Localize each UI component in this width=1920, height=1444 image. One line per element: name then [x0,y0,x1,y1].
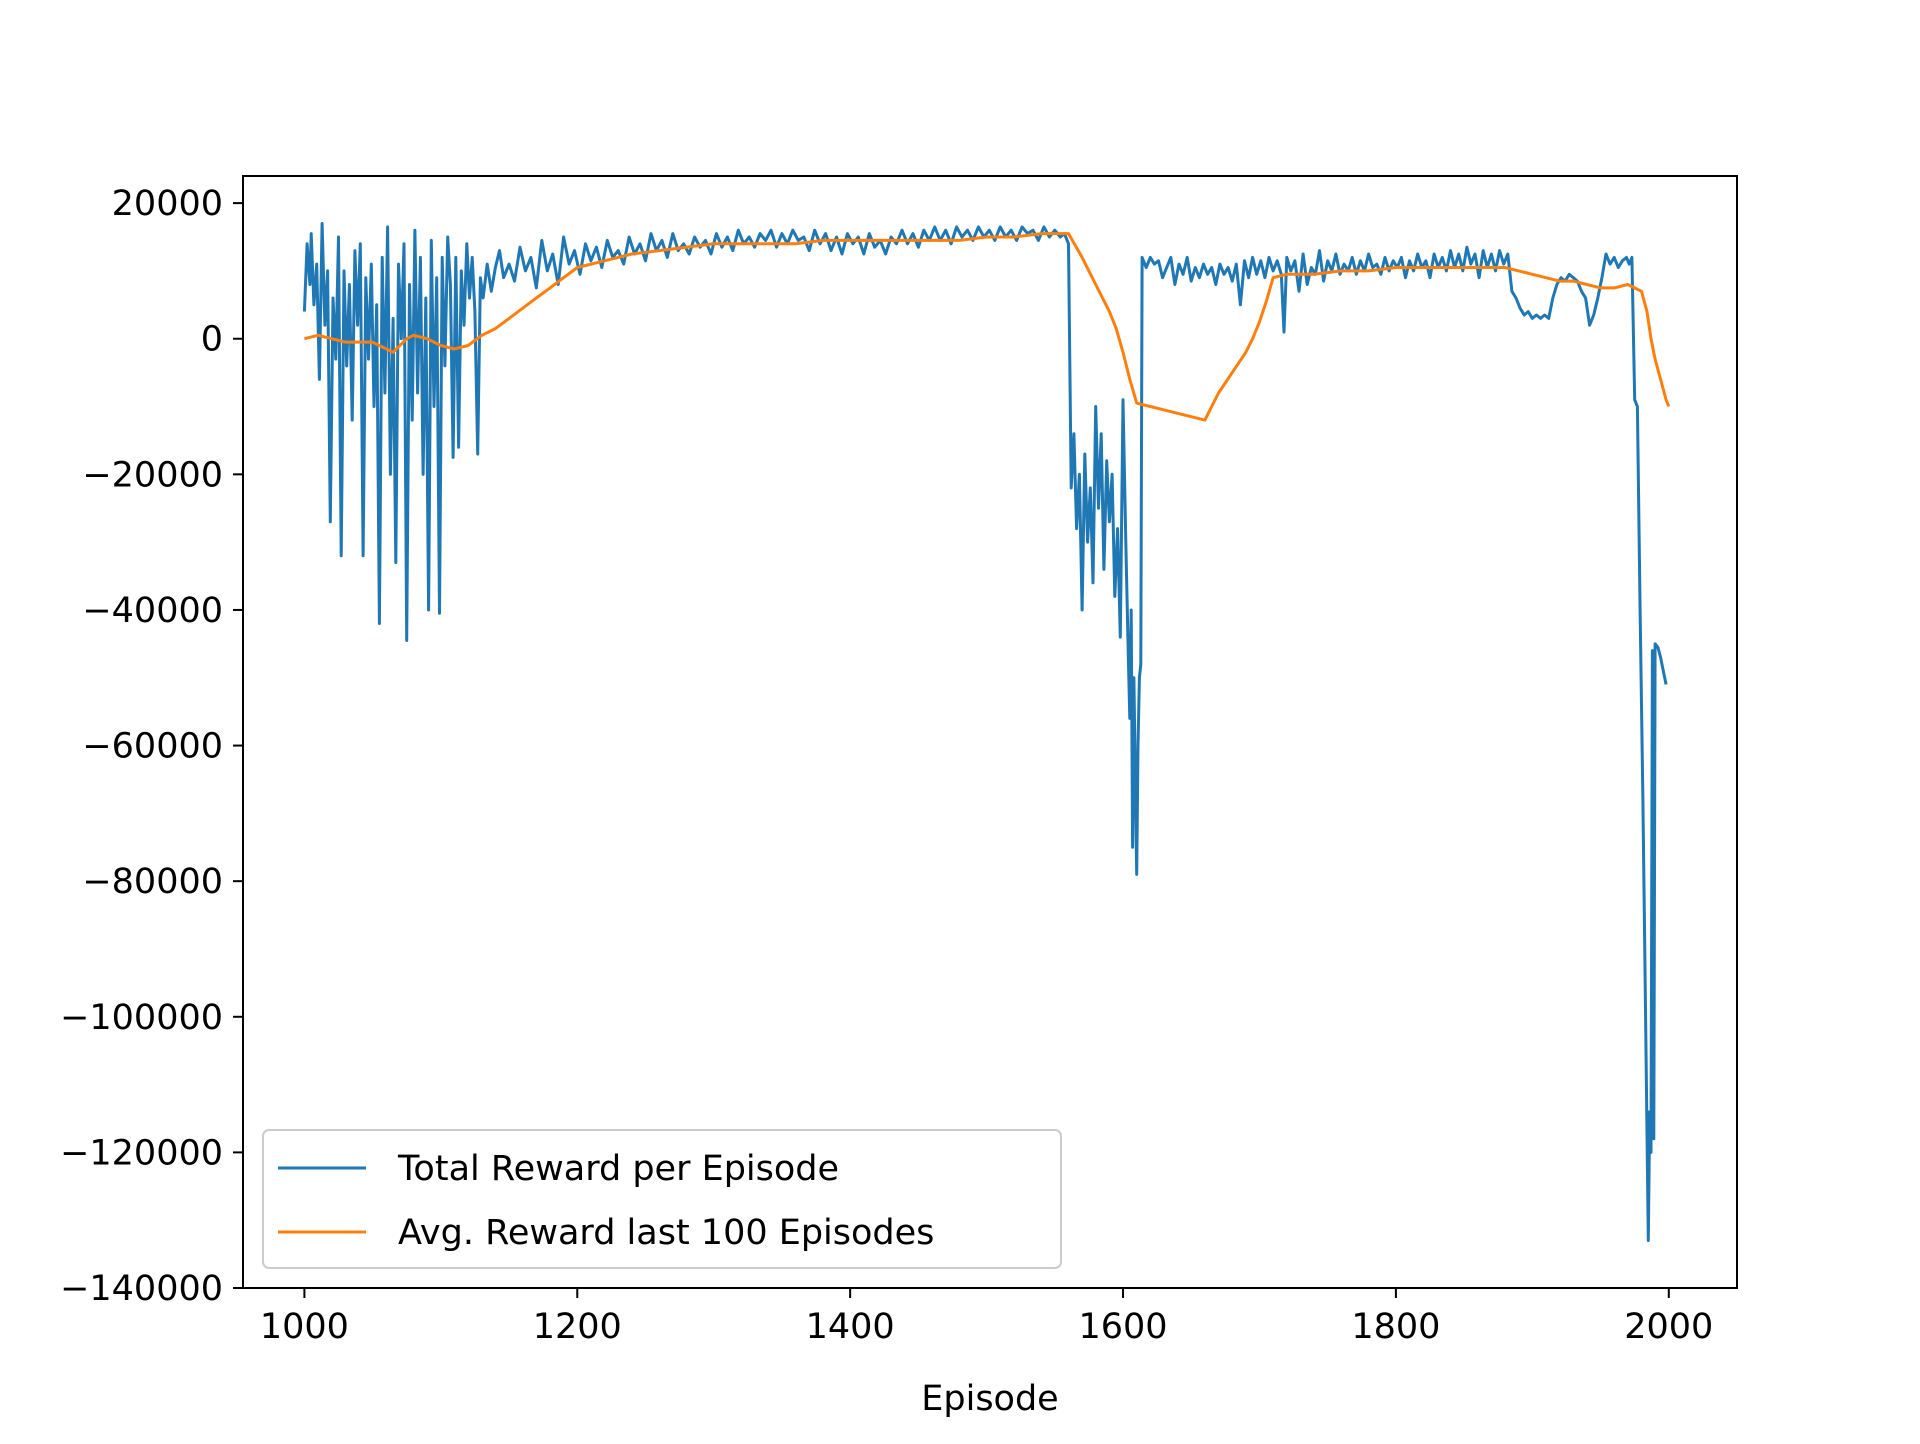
legend: Total Reward per Episode Avg. Reward last… [262,1129,1062,1269]
x-tick-label: 1600 [1078,1307,1167,1347]
y-axis: 20000 0 −20000 −40000 −60000 −80000 −100000 −12… [60,184,243,1309]
y-tick-label: −40000 [82,591,223,631]
x-tick-label: 1200 [533,1307,622,1347]
axes-frame [242,175,1738,1289]
y-tick-label: 20000 [112,184,223,224]
x-tick-label: 1000 [260,1307,349,1347]
x-tick-label: 2000 [1624,1307,1713,1347]
y-tick-label: −80000 [82,862,223,902]
x-tick-label: 1400 [806,1307,895,1347]
y-tick-label: −20000 [82,455,223,495]
legend-box [262,1129,1062,1269]
legend-label-0: Total Reward per Episode [397,1149,839,1189]
y-tick-label: −140000 [60,1269,223,1309]
y-tick-label: −120000 [60,1133,223,1173]
y-tick-label: 0 [201,320,223,360]
y-tick-label: −100000 [60,998,223,1038]
x-tick-label: 1800 [1351,1307,1440,1347]
x-axis-label: Episode [921,1379,1058,1419]
series-line-1 [304,232,1671,422]
plot-area [243,176,1737,1288]
legend-label-1: Avg. Reward last 100 Episodes [398,1213,934,1253]
series-layer [302,222,1671,1242]
y-tick-label: −60000 [82,727,223,767]
x-axis: 1000 1200 1400 1600 1800 2000 [260,1288,1713,1347]
plot-background [243,176,1737,1288]
